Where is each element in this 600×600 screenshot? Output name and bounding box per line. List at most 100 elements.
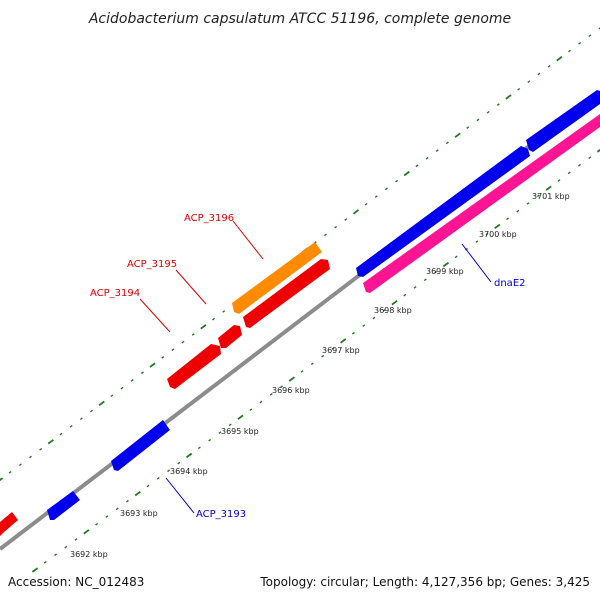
feature-acp-3197[interactable] bbox=[356, 146, 530, 277]
minor-tick bbox=[454, 255, 458, 259]
minor-tick bbox=[125, 499, 129, 503]
minor-tick bbox=[434, 270, 438, 274]
major-tick bbox=[237, 414, 244, 420]
major-tick bbox=[494, 223, 501, 230]
minor-tick bbox=[526, 202, 530, 205]
minor-tick bbox=[59, 432, 63, 436]
minor-tick bbox=[18, 463, 22, 467]
minor-tick bbox=[95, 522, 99, 526]
scale-label: 3697 kbp bbox=[322, 346, 360, 355]
minor-tick bbox=[197, 446, 201, 450]
minor-tick bbox=[588, 156, 592, 159]
minor-tick bbox=[321, 354, 325, 358]
minor-tick bbox=[516, 209, 520, 213]
major-tick bbox=[200, 324, 207, 330]
minor-tick bbox=[323, 233, 327, 237]
gene-label-acp-3196[interactable]: ACP_3196 bbox=[184, 213, 234, 224]
map-title: Acidobacterium capsulatum ATCC 51196, co… bbox=[88, 11, 511, 27]
feature-acp-3198[interactable] bbox=[526, 90, 600, 152]
minor-tick bbox=[269, 393, 273, 396]
minor-tick bbox=[54, 553, 58, 557]
minor-tick bbox=[486, 110, 490, 114]
gene-label-dnae2[interactable]: dnaE2 bbox=[494, 278, 526, 289]
minor-tick bbox=[331, 347, 335, 350]
major-tick bbox=[31, 567, 39, 573]
minor-tick bbox=[90, 409, 94, 413]
minor-tick bbox=[300, 370, 304, 373]
minor-tick bbox=[115, 507, 119, 511]
minor-tick bbox=[218, 431, 222, 434]
minor-tick bbox=[140, 371, 144, 375]
minor-tick bbox=[425, 156, 429, 160]
gene-label-acp-3195[interactable]: ACP_3195 bbox=[127, 259, 177, 270]
minor-tick bbox=[212, 317, 216, 321]
gene-label-acp-3193[interactable]: ACP_3193 bbox=[196, 509, 246, 520]
feature-acp-3193[interactable] bbox=[111, 420, 170, 471]
minor-tick bbox=[310, 362, 314, 366]
minor-tick bbox=[423, 278, 427, 282]
scale-label: 3695 kbp bbox=[221, 427, 259, 436]
gene-label-acp-3194[interactable]: ACP_3194 bbox=[90, 288, 140, 299]
leader-line bbox=[232, 220, 264, 260]
minor-tick bbox=[39, 448, 43, 451]
minor-tick bbox=[181, 340, 185, 344]
feature-acp-3196[interactable] bbox=[232, 242, 322, 314]
minor-tick bbox=[476, 118, 480, 122]
minor-tick bbox=[8, 471, 12, 474]
minor-tick bbox=[506, 217, 510, 221]
scale-labels: 3692 kbp 3693 kbp 3694 kbp 3695 kbp 3696… bbox=[70, 192, 570, 559]
scale-label: 3693 kbp bbox=[120, 509, 158, 518]
minor-tick bbox=[171, 348, 175, 352]
scale-label: 3701 kbp bbox=[532, 192, 570, 201]
minor-tick bbox=[69, 425, 73, 428]
major-tick bbox=[545, 185, 552, 191]
minor-tick bbox=[496, 103, 500, 106]
major-tick bbox=[149, 362, 156, 368]
feature-acp-3193-a[interactable] bbox=[47, 491, 80, 520]
minor-tick bbox=[567, 171, 571, 175]
scale-label: 3700 kbp bbox=[479, 230, 517, 239]
minor-tick bbox=[280, 385, 284, 389]
feature-dnae2[interactable] bbox=[363, 114, 600, 293]
minor-tick bbox=[598, 27, 600, 30]
minor-tick bbox=[578, 41, 582, 45]
minor-tick bbox=[475, 240, 479, 243]
minor-tick bbox=[527, 80, 531, 83]
feature-acp-3194-b[interactable] bbox=[218, 325, 242, 348]
major-tick bbox=[98, 400, 105, 407]
minor-tick bbox=[344, 218, 348, 221]
minor-tick bbox=[517, 87, 521, 91]
scale-label: 3698 kbp bbox=[374, 306, 412, 315]
major-tick bbox=[454, 132, 461, 138]
major-tick bbox=[556, 55, 563, 62]
minor-tick bbox=[156, 477, 160, 480]
minor-tick bbox=[146, 484, 150, 488]
minor-tick bbox=[577, 163, 581, 167]
minor-tick bbox=[228, 423, 232, 427]
scale-label: 3699 kbp bbox=[426, 267, 464, 276]
minor-tick bbox=[79, 417, 83, 421]
minor-tick bbox=[362, 324, 366, 327]
major-tick bbox=[134, 490, 141, 497]
minor-tick bbox=[105, 515, 109, 518]
major-tick bbox=[596, 148, 600, 153]
minor-tick bbox=[374, 195, 378, 198]
feature-acp-3192[interactable] bbox=[0, 512, 18, 536]
scale-label: 3694 kbp bbox=[170, 467, 208, 476]
minor-tick bbox=[537, 72, 541, 76]
minor-tick bbox=[29, 455, 32, 459]
major-tick bbox=[391, 300, 398, 306]
minor-tick bbox=[177, 461, 181, 465]
minor-tick bbox=[130, 379, 134, 382]
major-tick bbox=[288, 376, 295, 382]
minor-tick bbox=[249, 408, 253, 411]
minor-tick bbox=[43, 561, 47, 564]
feature-acp-3194[interactable] bbox=[167, 344, 221, 389]
minor-tick bbox=[403, 293, 407, 297]
leader-line bbox=[139, 298, 171, 333]
minor-tick bbox=[120, 386, 124, 390]
minor-tick bbox=[466, 126, 470, 129]
major-tick bbox=[403, 170, 410, 177]
major-tick bbox=[340, 338, 347, 344]
feature-acp-3195[interactable] bbox=[243, 259, 330, 328]
